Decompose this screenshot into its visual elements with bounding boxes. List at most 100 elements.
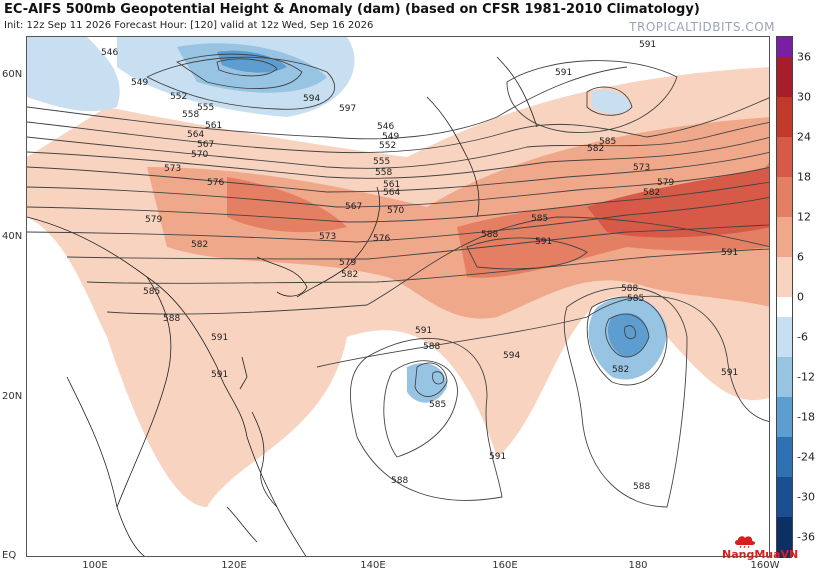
colorbar xyxy=(776,36,793,558)
lat-label-40n: 40N xyxy=(2,231,23,242)
contour-label: 585 xyxy=(143,287,160,297)
contour-label: 558 xyxy=(182,110,199,120)
contour-label: 576 xyxy=(207,178,224,188)
contour-label: 585 xyxy=(599,137,616,147)
colorbar-label: -6 xyxy=(797,330,808,344)
contour-label: 555 xyxy=(197,103,214,113)
contour-label: 585 xyxy=(627,294,644,304)
contour-label: 585 xyxy=(531,214,548,224)
contour-label: 567 xyxy=(345,202,362,212)
colorbar-label: 0 xyxy=(797,290,804,304)
lon-label-180: 180 xyxy=(628,560,648,571)
contour-label: 573 xyxy=(164,164,181,174)
contour-label: 546 xyxy=(377,122,394,132)
contour-label: 594 xyxy=(503,351,520,361)
contour-label: 573 xyxy=(633,163,650,173)
contour-label: 588 xyxy=(391,476,408,486)
colorbar-label: 36 xyxy=(797,50,811,64)
contour-label: 588 xyxy=(163,314,180,324)
contour-label: 591 xyxy=(555,68,572,78)
contour-label: 591 xyxy=(721,248,738,258)
colorbar-label: 12 xyxy=(797,210,811,224)
contour-label: 549 xyxy=(382,132,399,142)
contour-label: 546 xyxy=(101,48,118,58)
cloud-icon xyxy=(735,536,755,548)
contour-label: 591 xyxy=(721,368,738,378)
colorbar-label: 6 xyxy=(797,250,804,264)
coastlines xyxy=(27,56,538,556)
contour-label: 549 xyxy=(131,78,148,88)
lat-label-60n: 60N xyxy=(2,69,23,80)
contour-label: 558 xyxy=(375,168,392,178)
watermark-label: NangMuaVN xyxy=(722,548,799,561)
colorbar-segment xyxy=(777,437,792,477)
colorbar-segment xyxy=(777,397,792,437)
contour-label: 567 xyxy=(197,140,214,150)
contour-label: 576 xyxy=(373,234,390,244)
colorbar-label: -36 xyxy=(797,530,815,544)
map-area: 546 549 552 555 558 561 564 567 570 573 … xyxy=(26,36,770,557)
contour-label: 570 xyxy=(191,150,208,160)
lon-label-160w: 160W xyxy=(750,560,780,571)
lon-label-140e: 140E xyxy=(360,560,386,571)
contour-label: 573 xyxy=(319,232,336,242)
lon-label-100e: 100E xyxy=(82,560,108,571)
contour-label: 588 xyxy=(481,230,498,240)
lat-label-20n: 20N xyxy=(2,391,23,402)
lon-label-160e: 160E xyxy=(492,560,518,571)
colorbar-label: 18 xyxy=(797,170,811,184)
contour-label: 591 xyxy=(211,333,228,343)
lon-label-120e: 120E xyxy=(221,560,247,571)
contour-labels: 546 549 552 555 558 561 564 567 570 573 … xyxy=(101,40,738,492)
contour-label: 582 xyxy=(612,365,629,375)
chart-subtitle: Init: 12z Sep 11 2026 Forecast Hour: [12… xyxy=(4,20,374,31)
chart-title: EC-AIFS 500mb Geopotential Height & Anom… xyxy=(4,2,700,17)
contour-label: 588 xyxy=(423,342,440,352)
contour-label: 582 xyxy=(191,240,208,250)
contour-label: 597 xyxy=(339,104,356,114)
brand-label: TROPICALTIDBITS.COM xyxy=(629,20,775,34)
colorbar-label: 30 xyxy=(797,90,811,104)
contour-label: 591 xyxy=(535,237,552,247)
contour-label: 588 xyxy=(633,482,650,492)
lat-label-eq: EQ xyxy=(2,550,17,561)
contour-label: 591 xyxy=(211,370,228,380)
contour-label: 582 xyxy=(341,270,358,280)
contour-label: 582 xyxy=(643,188,660,198)
contour-label: 555 xyxy=(373,157,390,167)
contour-label: 591 xyxy=(639,40,656,50)
contour-label: 591 xyxy=(415,326,432,336)
contour-label: 570 xyxy=(387,206,404,216)
contour-label: 579 xyxy=(339,258,356,268)
contour-label: 564 xyxy=(187,130,204,140)
contour-label: 561 xyxy=(383,180,400,190)
colorbar-segment xyxy=(777,257,792,297)
contour-label: 561 xyxy=(205,121,222,131)
contour-label: 552 xyxy=(379,141,396,151)
colorbar-label: 24 xyxy=(797,130,811,144)
colorbar-label: -24 xyxy=(797,450,815,464)
height-contours xyxy=(27,53,769,508)
colorbar-label: -12 xyxy=(797,370,815,384)
colorbar-label: -30 xyxy=(797,490,815,504)
colorbar-segment xyxy=(777,97,792,137)
colorbar-segment xyxy=(777,297,792,317)
colorbar-segment xyxy=(777,217,792,257)
contour-label: 591 xyxy=(489,452,506,462)
colorbar-label: -18 xyxy=(797,410,815,424)
contour-label: 585 xyxy=(429,400,446,410)
contour-label: 588 xyxy=(621,284,638,294)
colorbar-segment xyxy=(777,57,792,97)
map-canvas: 546 549 552 555 558 561 564 567 570 573 … xyxy=(27,37,769,556)
colorbar-segment xyxy=(777,37,792,57)
contour-label: 579 xyxy=(145,215,162,225)
contour-label: 552 xyxy=(170,92,187,102)
contour-label: 564 xyxy=(383,188,400,198)
contour-label: 594 xyxy=(303,94,320,104)
contour-label: 579 xyxy=(657,178,674,188)
colorbar-segment xyxy=(777,477,792,517)
colorbar-segment xyxy=(777,177,792,217)
colorbar-segment xyxy=(777,137,792,177)
colorbar-segment xyxy=(777,517,792,558)
contour-label: 582 xyxy=(587,144,604,154)
